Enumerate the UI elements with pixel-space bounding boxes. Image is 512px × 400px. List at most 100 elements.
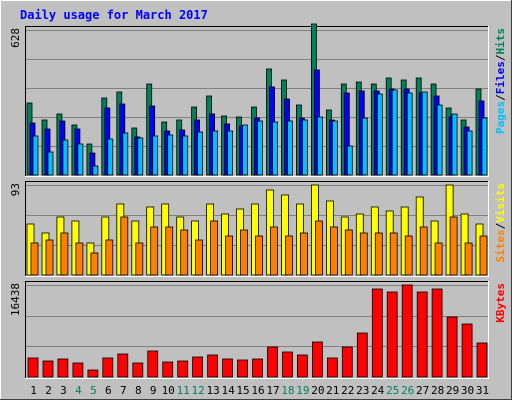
x-label-day-25: 25 (386, 384, 399, 397)
sites-bar-day-31 (479, 235, 488, 276)
x-label-day-17: 17 (266, 384, 279, 397)
pages-bar-day-31 (481, 117, 488, 176)
x-label-day-7: 7 (120, 384, 127, 397)
x-label-day-4: 4 (75, 384, 82, 397)
sites-bar-day-16 (255, 235, 263, 276)
kbytes-bar-day-1 (27, 357, 39, 378)
pages-bar-day-11 (182, 135, 189, 176)
kbytes-bar-day-10 (162, 361, 174, 378)
x-label-day-29: 29 (446, 384, 459, 397)
kbytes-bar-day-21 (326, 357, 338, 378)
pages-bar-day-23 (361, 117, 368, 176)
x-label-day-28: 28 (431, 384, 444, 397)
kbytes-bar-day-2 (42, 360, 54, 378)
pages-bar-day-1 (32, 135, 39, 176)
kbytes-bar-day-13 (207, 354, 219, 378)
sites-bar-day-21 (329, 226, 338, 276)
legend-sites: Sites (494, 229, 507, 262)
pages-bar-day-20 (316, 116, 323, 176)
x-label-day-21: 21 (326, 384, 339, 397)
y-axis-max-label: 628 (9, 28, 22, 48)
sites-bar-day-23 (359, 232, 368, 276)
pages-bar-day-24 (376, 93, 383, 176)
kbytes-bar-day-15 (237, 359, 248, 378)
kbytes-bar-day-27 (416, 291, 428, 378)
pages-bar-day-4 (77, 143, 84, 176)
chart-panel-3: 16438 KBytes (9, 281, 507, 379)
sites-bar-day-9 (150, 226, 159, 276)
legend-separator: / (494, 222, 507, 229)
x-label-day-16: 16 (251, 384, 264, 397)
y-axis-max-label: 16438 (9, 283, 22, 316)
sites-bar-day-6 (105, 239, 114, 276)
kbytes-bar-day-4 (72, 362, 84, 378)
sites-bar-day-11 (180, 229, 189, 276)
x-label-day-2: 2 (45, 384, 52, 397)
x-label-day-31: 31 (476, 384, 489, 397)
pages-bar-day-7 (122, 132, 129, 176)
x-label-day-5: 5 (90, 384, 97, 397)
sites-bar-day-5 (90, 252, 99, 276)
pages-bar-day-8 (137, 137, 144, 176)
x-label-day-14: 14 (221, 384, 235, 397)
pages-bar-day-16 (257, 120, 263, 176)
kbytes-bar-day-5 (87, 369, 99, 378)
sites-bar-day-8 (135, 242, 144, 276)
x-axis-day-labels: 1 2 3 4 5 6 7 8 9 10 11 12 13 14 15 16 17 18 19 20 21 22 23 24 2… (30, 384, 489, 397)
kbytes-bar-day-18 (282, 351, 293, 378)
x-label-day-26: 26 (401, 384, 414, 397)
sites-bar-day-1 (30, 242, 39, 276)
kbytes-bar-day-3 (57, 358, 69, 378)
pages-bar-day-17 (272, 121, 278, 176)
x-label-day-12: 12 (191, 384, 204, 397)
pages-bar-day-22 (346, 145, 353, 176)
legend-pages: Pages (494, 101, 507, 134)
sites-bar-day-27 (419, 226, 428, 276)
pages-bar-day-13 (212, 130, 219, 176)
pages-bar-day-14 (227, 130, 234, 176)
kbytes-bar-day-20 (311, 341, 323, 378)
series-legend-label: KBytes (494, 283, 507, 323)
legend-files: Files (494, 61, 507, 94)
pages-bar-day-18 (287, 120, 293, 176)
pages-bar-day-26 (406, 92, 413, 176)
sites-bar-day-26 (404, 235, 413, 276)
x-label-day-13: 13 (206, 384, 219, 397)
pages-bar-day-28 (436, 104, 443, 176)
files-bar-day-22 (343, 92, 350, 176)
kbytes-bar-day-23 (356, 332, 368, 378)
pages-bar-day-21 (331, 120, 338, 176)
kbytes-bar-day-28 (431, 288, 443, 378)
pages-bar-day-6 (107, 138, 114, 176)
sites-bar-day-12 (195, 239, 204, 276)
pages-bar-day-5 (92, 165, 99, 176)
x-label-day-10: 10 (162, 384, 175, 397)
kbytes-bar-day-22 (341, 346, 353, 378)
pages-bar-day-27 (421, 91, 428, 176)
pages-bar-day-19 (301, 119, 308, 176)
x-label-day-24: 24 (371, 384, 385, 397)
pages-bar-day-15 (242, 124, 248, 176)
kbytes-bar-day-12 (192, 356, 204, 378)
kbytes-bar-day-9 (147, 350, 159, 378)
x-label-day-6: 6 (105, 384, 112, 397)
sites-bar-day-10 (165, 226, 174, 276)
sites-bar-day-13 (210, 220, 219, 276)
sites-bar-day-2 (45, 239, 54, 276)
kbytes-bar-day-16 (252, 358, 263, 378)
kbytes-bar-day-25 (386, 291, 398, 378)
files-bar-day-5 (89, 152, 96, 176)
legend-separator: / (494, 54, 507, 61)
legend-visits: Visits (494, 183, 507, 223)
pages-bar-day-10 (167, 134, 174, 176)
kbytes-bar-day-8 (132, 362, 144, 378)
sites-bar-day-30 (464, 242, 473, 276)
pages-bar-day-9 (152, 135, 159, 176)
x-label-day-19: 19 (296, 384, 309, 397)
sites-bar-day-22 (344, 229, 353, 276)
sites-bar-day-14 (225, 235, 234, 276)
kbytes-bar-day-6 (102, 357, 114, 378)
